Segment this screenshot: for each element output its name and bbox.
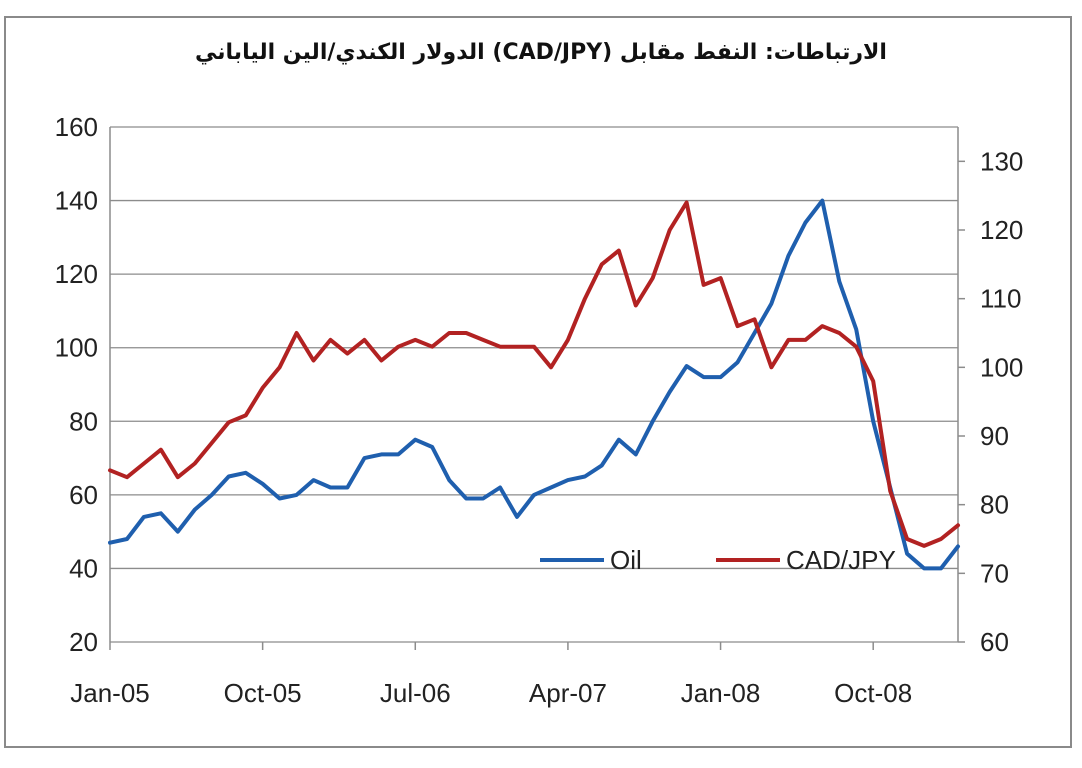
series-line-cad-jpy (108, 200, 960, 548)
right-tick-label: 120 (980, 215, 1023, 245)
right-tick-label: 90 (980, 421, 1009, 451)
gridlines (110, 126, 958, 643)
right-tick-label: 130 (980, 146, 1023, 176)
legend-label-oil: Oil (610, 545, 642, 575)
right-tick-label: 100 (980, 352, 1023, 382)
x-tick-label: Jul-06 (380, 678, 451, 708)
series-line-oil (108, 198, 960, 571)
left-tick-label: 20 (69, 627, 98, 657)
axes (109, 127, 965, 650)
left-tick-label: 160 (55, 112, 98, 142)
right-tick-label: 110 (980, 284, 1021, 314)
right-tick-label: 70 (980, 558, 1009, 588)
legend-label-cad-jpy: CAD/JPY (786, 545, 896, 575)
tick-labels: 20 40 60 80 100 120 140 160 60 70 80 90 100 110 120 130… (55, 112, 1024, 708)
series-lines (108, 198, 960, 571)
left-tick-label: 40 (69, 553, 98, 583)
left-tick-label: 60 (69, 480, 98, 510)
left-tick-label: 120 (55, 259, 98, 289)
x-tick-label: Oct-08 (834, 678, 912, 708)
legend: Oil CAD/JPY (540, 545, 896, 575)
right-tick-label: 60 (980, 627, 1009, 657)
x-tick-label: Oct-05 (224, 678, 302, 708)
x-tick-label: Apr-07 (529, 678, 607, 708)
x-tick-label: Jan-08 (681, 678, 761, 708)
left-tick-label: 80 (69, 406, 98, 436)
chart-frame (4, 16, 1072, 748)
right-tick-label: 80 (980, 490, 1009, 520)
x-tick-label: Jan-05 (70, 678, 150, 708)
chart-title: الارتباطات: النفط مقابل (CAD/JPY) الدولا… (195, 40, 887, 65)
left-tick-label: 100 (55, 333, 98, 363)
left-tick-label: 140 (55, 186, 98, 216)
